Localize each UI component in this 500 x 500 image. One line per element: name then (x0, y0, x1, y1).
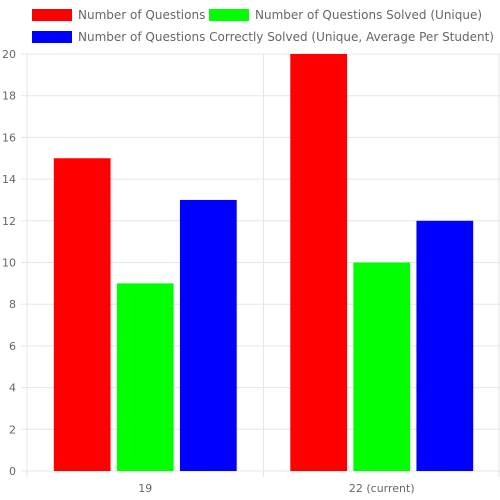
x-tick-label: 19 (138, 482, 152, 495)
y-tick-label: 8 (9, 298, 16, 311)
bar-series3-cat1[interactable] (179, 199, 237, 471)
y-tick-label: 4 (9, 382, 16, 395)
bar-series1-cat2[interactable] (290, 54, 348, 471)
y-tick-label: 0 (9, 465, 16, 478)
bar-series3-cat2[interactable] (416, 220, 474, 471)
legend-swatch-1[interactable] (32, 9, 72, 21)
chart-legend: Number of Questions Number of Questions S… (32, 8, 494, 44)
bar-series2-cat1[interactable] (116, 283, 174, 471)
chart-bars (53, 54, 474, 472)
legend-swatch-2[interactable] (209, 9, 249, 21)
y-tick-label: 10 (2, 257, 16, 270)
y-axis: 0 2 4 6 8 10 12 14 16 18 20 (2, 48, 27, 478)
bar-series1-cat1[interactable] (53, 158, 111, 471)
y-tick-label: 2 (9, 423, 16, 436)
legend-label-2[interactable]: Number of Questions Solved (Unique) (255, 8, 482, 22)
bar-series2-cat2[interactable] (353, 262, 411, 472)
y-tick-label: 18 (2, 90, 16, 103)
y-tick-label: 14 (2, 173, 16, 186)
y-tick-label: 6 (9, 340, 16, 353)
y-tick-label: 12 (2, 215, 16, 228)
y-tick-label: 20 (2, 48, 16, 61)
y-tick-label: 16 (2, 131, 16, 144)
legend-label-1[interactable]: Number of Questions (78, 8, 205, 22)
x-tick-label: 22 (current) (349, 482, 415, 495)
legend-swatch-3[interactable] (32, 31, 72, 43)
x-axis: 19 22 (current) (138, 482, 414, 495)
legend-label-3[interactable]: Number of Questions Correctly Solved (Un… (78, 30, 494, 44)
